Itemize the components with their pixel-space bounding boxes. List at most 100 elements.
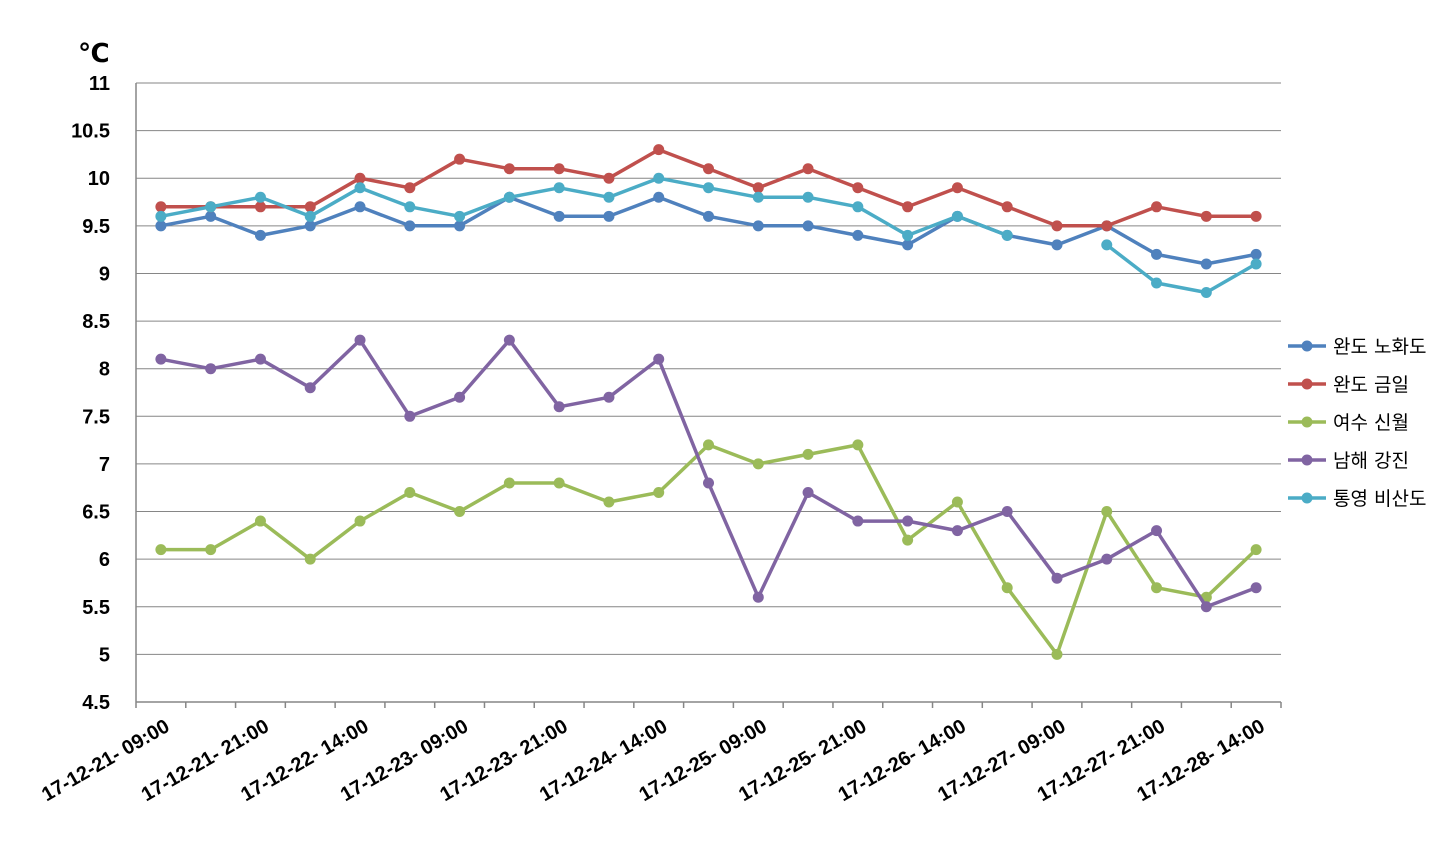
series-lines [155, 144, 1262, 660]
data-point [1250, 544, 1262, 556]
data-point [951, 496, 963, 508]
data-point [1151, 277, 1163, 289]
data-point [902, 239, 914, 251]
data-point [653, 144, 665, 156]
y-tick-label: 4.5 [82, 692, 110, 714]
legend-swatch-marker [1301, 416, 1313, 428]
data-point [503, 191, 515, 203]
data-point [852, 201, 864, 213]
data-point [155, 201, 167, 213]
legend-label: 남해 강진 [1333, 450, 1409, 472]
series-3 [155, 439, 1262, 660]
data-point [1151, 582, 1163, 594]
data-point [1200, 258, 1212, 270]
data-point [1051, 220, 1063, 232]
data-point [553, 401, 565, 413]
data-point [951, 210, 963, 222]
data-point [205, 210, 217, 222]
data-point [951, 182, 963, 194]
legend-swatch-marker [1301, 454, 1313, 466]
data-point [454, 153, 466, 165]
data-point [304, 210, 316, 222]
data-point [354, 515, 366, 527]
y-tick-label: 5 [99, 644, 110, 666]
data-point [553, 210, 565, 222]
data-point [802, 220, 814, 232]
y-tick-label: 7.5 [82, 406, 110, 428]
data-point [703, 439, 714, 451]
data-point [503, 163, 515, 175]
data-point [802, 163, 814, 175]
data-point [1101, 220, 1113, 232]
data-point [254, 229, 266, 241]
data-point [802, 486, 814, 498]
data-point [1001, 229, 1013, 241]
data-point [653, 172, 665, 184]
legend-item: 여수 신월 [1288, 412, 1409, 434]
data-point [752, 458, 764, 470]
data-point [354, 182, 366, 194]
data-point [752, 220, 764, 232]
data-point [1101, 506, 1113, 518]
data-point [653, 486, 665, 498]
series-4 [155, 334, 1262, 613]
y-axis-unit-label: ℃ [78, 39, 109, 69]
data-point [1001, 506, 1013, 518]
data-point [254, 191, 266, 203]
data-point [802, 448, 814, 460]
data-point [1001, 582, 1013, 594]
y-tick-label: 11 [89, 73, 110, 95]
data-point [304, 553, 316, 565]
data-point [553, 477, 565, 489]
y-tick-label: 6 [99, 549, 110, 571]
data-point [852, 229, 864, 241]
y-tick-label: 9 [99, 263, 110, 285]
data-point [454, 210, 466, 222]
data-point [603, 191, 615, 203]
y-tick-label: 10 [88, 168, 110, 190]
data-point [1200, 210, 1212, 222]
data-point [1200, 601, 1212, 613]
data-point [404, 201, 416, 213]
data-point [454, 391, 466, 403]
data-point [1151, 201, 1163, 213]
series-1 [155, 191, 1262, 270]
data-point [1051, 239, 1063, 251]
data-point [752, 182, 764, 194]
data-point [902, 515, 914, 527]
data-point [205, 201, 217, 213]
legend-swatch-marker [1301, 492, 1313, 504]
data-point [703, 163, 714, 175]
data-point [852, 182, 864, 194]
data-point [653, 353, 665, 365]
data-point [205, 363, 217, 375]
data-point [404, 220, 416, 232]
data-point [1151, 525, 1163, 537]
data-point [603, 172, 615, 184]
data-point [703, 182, 714, 194]
data-point [703, 210, 714, 222]
data-point [1151, 248, 1163, 260]
data-point [951, 525, 963, 537]
legend-label: 여수 신월 [1333, 412, 1409, 434]
data-point [1101, 239, 1113, 251]
legend-item: 완도 금일 [1288, 374, 1409, 396]
legend-label: 완도 노화도 [1333, 336, 1426, 358]
legend-item: 남해 강진 [1288, 450, 1409, 472]
y-tick-label: 8 [99, 359, 110, 381]
axes [135, 83, 1282, 708]
data-point [205, 544, 217, 556]
data-point [852, 515, 864, 527]
data-point [254, 353, 266, 365]
data-point [155, 544, 167, 556]
legend-item: 통영 비산도 [1288, 488, 1426, 510]
y-axis-tick-labels: 4.5 5 5.5 6 6.5 7 7.5 8 8.5 9 9.5 10 10.5 11 [71, 73, 110, 714]
data-point [902, 201, 914, 213]
data-point [155, 210, 167, 222]
series-2 [155, 144, 1262, 232]
data-point [1250, 582, 1262, 594]
data-point [603, 210, 615, 222]
data-point [553, 182, 565, 194]
data-point [304, 220, 316, 232]
